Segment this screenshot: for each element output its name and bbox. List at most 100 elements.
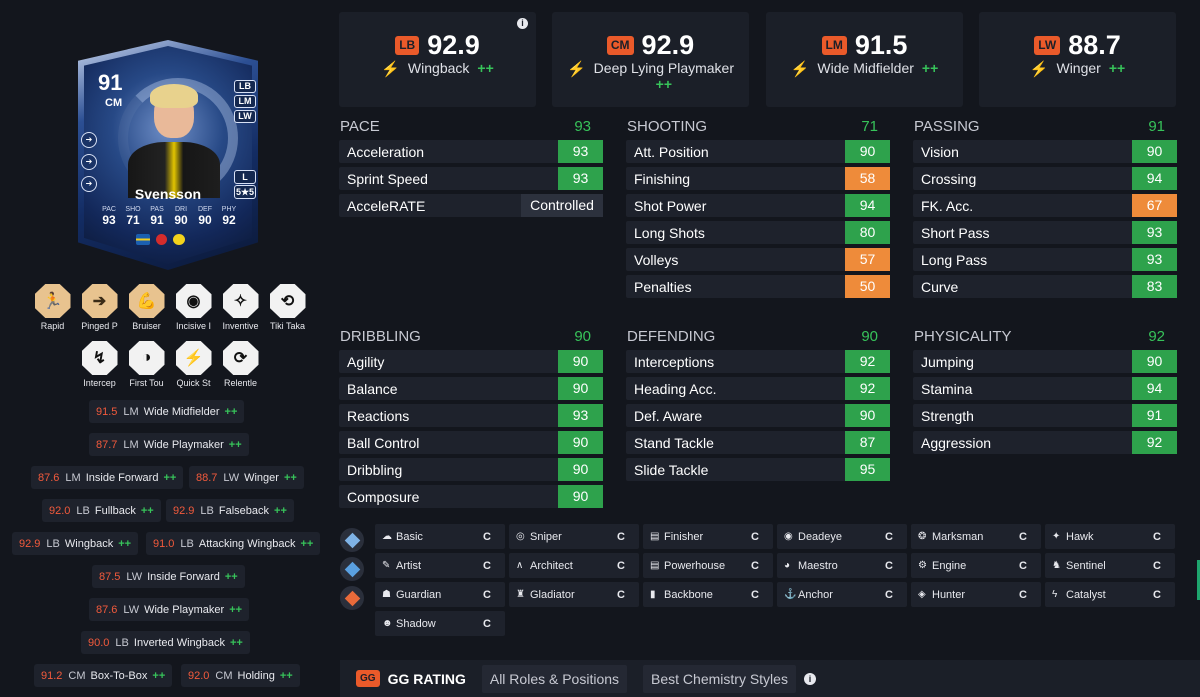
chem-style-chip[interactable]: ▤ Powerhouse C [643, 553, 773, 578]
role-pill[interactable]: 88.7 LW Winger ++ [189, 466, 304, 489]
chem-style-chip[interactable]: ∧ Architect C [509, 553, 639, 578]
attribute-name: Att. Position [634, 143, 709, 160]
chem-style-grade: C [751, 559, 759, 572]
marksman-icon: ❂ [918, 531, 927, 542]
top-role-card[interactable]: LW 88.7 ⚡ Winger ++ [979, 12, 1176, 107]
role-pill[interactable]: 90.0 LB Inverted Wingback ++ [81, 631, 250, 654]
role-pill[interactable]: 87.7 LM Wide Playmaker ++ [89, 433, 249, 456]
scroll-indicator[interactable] [1197, 560, 1200, 600]
top-role-card[interactable]: CM 92.9 ⚡ Deep Lying Playmaker ++ [552, 12, 749, 107]
top-role-name-wrap: Deep Lying Playmaker ++ [594, 60, 734, 92]
attribute-value: 87 [845, 431, 890, 454]
chem-style-grade: C [483, 617, 491, 630]
attribute-name: Stamina [921, 380, 973, 397]
chem-style-chip[interactable]: ♞ Sentinel C [1045, 553, 1175, 578]
attribute-name: Jumping [921, 353, 974, 370]
role-pill[interactable]: 87.5 LW Inside Forward ++ [92, 565, 245, 588]
role-pill[interactable]: 92.9 LB Falseback ++ [166, 499, 294, 522]
chem-style-chip[interactable]: ◉ Deadeye C [777, 524, 907, 549]
attribute-value: 95 [845, 458, 890, 481]
attribute-row: Composure 90 [339, 485, 603, 508]
playstyle-item[interactable]: 💪 Bruiser [128, 284, 166, 331]
playstyle-item[interactable]: 🏃 Rapid [34, 284, 72, 331]
stat-value: 90 [198, 213, 212, 227]
role-pill[interactable]: 87.6 LW Wide Playmaker ++ [89, 598, 250, 621]
top-role-card[interactable]: LM 91.5 ⚡ Wide Midfielder ++ [766, 12, 963, 107]
chem-style-chip[interactable]: ⚓ Anchor C [777, 582, 907, 607]
playstyle-label: Bruiser [132, 321, 161, 331]
chem-style-chip[interactable]: ◈ Hunter C [911, 582, 1041, 607]
role-pill-rating: 92.0 [49, 504, 71, 517]
chem-style-chip[interactable]: ▮ Backbone C [643, 582, 773, 607]
section-title: PHYSICALITY [914, 327, 1012, 345]
alt-position: LW [234, 110, 256, 123]
role-pill-rating: 87.5 [99, 570, 121, 583]
attribute-value: 90 [558, 350, 603, 373]
playstyle-item[interactable]: ➔ Pinged P [81, 284, 119, 331]
card-rating: 91 [98, 70, 123, 95]
attribute-name: Def. Aware [634, 407, 703, 424]
sniper-icon: ◎ [516, 531, 525, 542]
role-pill[interactable]: 87.6 LM Inside Forward ++ [31, 466, 184, 489]
player-card[interactable]: 91 CM LB LM LW L 5★5 ➔ ➔ ➔ Svensson PAC 9… [78, 40, 258, 270]
chem-style-name: Catalyst [1066, 588, 1106, 601]
chem-style-chip[interactable]: ⚙ Engine C [911, 553, 1041, 578]
chem-style-name: Marksman [932, 530, 984, 543]
role-pill-plus: ++ [279, 669, 293, 682]
info-icon[interactable]: i [517, 18, 528, 29]
role-pill-rating: 87.7 [96, 438, 118, 451]
role-pill-rating: 92.9 [19, 537, 41, 550]
attribute-row: Crossing 94 [913, 167, 1177, 190]
hunter-icon: ◈ [918, 589, 926, 600]
attribute-row: Long Shots 80 [626, 221, 890, 244]
role-pill[interactable]: 91.0 LB Attacking Wingback ++ [146, 532, 321, 555]
top-role-value: 92.9 [427, 30, 480, 60]
top-role-card[interactable]: LB 92.9 ⚡ Wingback ++ i [339, 12, 536, 107]
chem-style-name: Anchor [798, 588, 833, 601]
top-role-header: CM 92.9 [552, 30, 749, 61]
chem-filter-icon[interactable] [340, 586, 364, 610]
playstyle-item[interactable]: ⟳ Relentle [222, 341, 260, 388]
chem-style-chip[interactable]: ◎ Sniper C [509, 524, 639, 549]
attribute-row: Dribbling 90 [339, 458, 603, 481]
chem-style-chip[interactable]: ❂ Marksman C [911, 524, 1041, 549]
chem-style-chip[interactable]: ✦ Hawk C [1045, 524, 1175, 549]
playstyle-item[interactable]: ⚡ Quick St [175, 341, 213, 388]
top-role-plus: ++ [655, 76, 673, 92]
chem-filter-icon[interactable] [340, 528, 364, 552]
chem-style-chip[interactable]: ◕ Maestro C [777, 553, 907, 578]
chem-filter-icon[interactable] [340, 557, 364, 581]
attribute-name: AcceleRATE [347, 197, 426, 214]
playstyle-item[interactable]: ◉ Incisive I [175, 284, 213, 331]
role-pill[interactable]: 91.2 CM Box-To-Box ++ [34, 664, 173, 687]
playstyle-item[interactable]: ✧ Inventive [222, 284, 260, 331]
role-pill[interactable]: 91.5 LM Wide Midfielder ++ [89, 400, 245, 423]
hawk-icon: ✦ [1052, 531, 1061, 542]
chem-style-chip[interactable]: ☁ Basic C [375, 524, 505, 549]
chem-style-chip[interactable]: ☻ Shadow C [375, 611, 505, 636]
attribute-value: 67 [1132, 194, 1177, 217]
role-pill[interactable]: 92.0 CM Holding ++ [181, 664, 300, 687]
attribute-value: 93 [1132, 248, 1177, 271]
role-pill[interactable]: 92.0 LB Fullback ++ [42, 499, 161, 522]
playstyle-item[interactable]: ◑ First Tou [128, 341, 166, 388]
playstyle-item[interactable]: ⟲ Tiki Taka [269, 284, 307, 331]
gg-rating-tab[interactable]: GG RATING [387, 670, 466, 687]
chem-style-chip[interactable]: ϟ Catalyst C [1045, 582, 1175, 607]
chem-style-chip[interactable]: ☗ Guardian C [375, 582, 505, 607]
tab-all-roles[interactable]: All Roles & Positions [481, 664, 628, 693]
chem-style-chip[interactable]: ✎ Artist C [375, 553, 505, 578]
chem-style-chip[interactable]: ♜ Gladiator C [509, 582, 639, 607]
role-pill-rating: 87.6 [96, 603, 118, 616]
first-touch-icon: ◑ [128, 341, 165, 375]
gg-badge: GG [356, 670, 380, 687]
card-position: CM [105, 97, 123, 109]
role-pill[interactable]: 92.9 LB Wingback ++ [12, 532, 139, 555]
tab-best-chemistry[interactable]: Best Chemistry Styles [643, 664, 796, 693]
section-total: 91 [1148, 117, 1165, 135]
chem-style-chip[interactable]: ▤ Finisher C [643, 524, 773, 549]
playstyle-item[interactable]: ↯ Intercep [81, 341, 119, 388]
chem-style-filters [340, 528, 364, 615]
role-pill-name: Inside Forward [85, 471, 159, 484]
info-icon[interactable]: i [803, 672, 816, 685]
